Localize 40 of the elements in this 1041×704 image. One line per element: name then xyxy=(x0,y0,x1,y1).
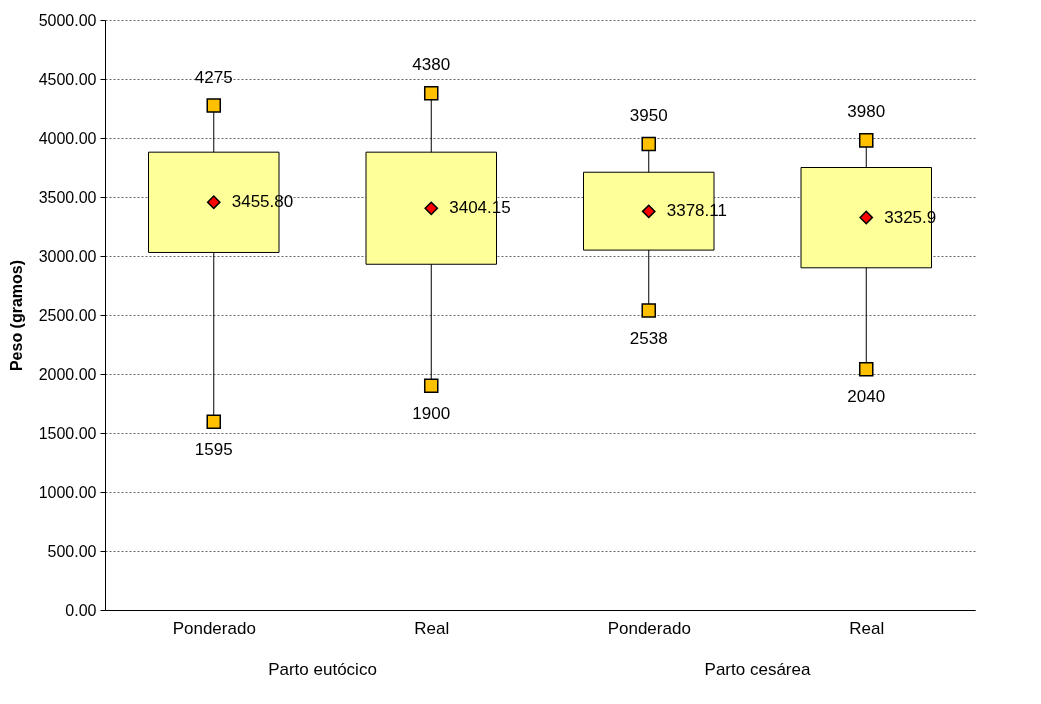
data-label: 4275 xyxy=(194,67,233,87)
y-tick-label: 2000.00 xyxy=(38,365,97,383)
text: Parto cesárea xyxy=(704,660,811,679)
x-tick-label: Ponderado xyxy=(172,618,256,638)
point xyxy=(641,303,657,318)
y-tick-label: 4000.00 xyxy=(38,129,97,147)
y-tick-label: 0.00 xyxy=(65,601,97,619)
y-tick-label: 5000.00 xyxy=(38,11,97,29)
point xyxy=(206,414,222,430)
point xyxy=(424,201,439,216)
data-label: 3980 xyxy=(847,102,886,122)
data-label: 1900 xyxy=(412,403,451,423)
text: Parto eutócico xyxy=(268,660,377,679)
y-tick-label: 4500.00 xyxy=(38,70,97,88)
point xyxy=(423,378,439,394)
point xyxy=(858,133,874,148)
point xyxy=(859,210,874,225)
y-tick-label: 2500.00 xyxy=(38,306,97,324)
y-axis-title: Peso (gramos) xyxy=(7,259,25,372)
x-tick-label: Ponderado xyxy=(607,618,691,638)
y-tick-label: 1000.00 xyxy=(38,483,97,501)
data-label: 3950 xyxy=(629,105,668,125)
point xyxy=(423,85,439,101)
data-label: 3378.11 xyxy=(666,201,727,221)
y-tick-label: 3000.00 xyxy=(38,247,97,265)
data-label: 2538 xyxy=(629,328,668,348)
point xyxy=(206,98,222,113)
y-tick-label: 1500.00 xyxy=(38,424,97,442)
point xyxy=(641,204,656,219)
data-label: 4380 xyxy=(412,55,451,75)
data-label: 2040 xyxy=(847,387,886,407)
data-label: 1595 xyxy=(194,439,233,459)
point xyxy=(206,195,221,210)
x-tick-label: Real xyxy=(414,618,450,638)
point xyxy=(641,136,657,152)
y-tick-label: 3500.00 xyxy=(38,188,97,206)
point xyxy=(858,362,874,377)
y-tick-label: 500.00 xyxy=(47,542,97,560)
x-tick-label: Real xyxy=(849,618,885,638)
data-label: 3455.80 xyxy=(231,192,294,212)
